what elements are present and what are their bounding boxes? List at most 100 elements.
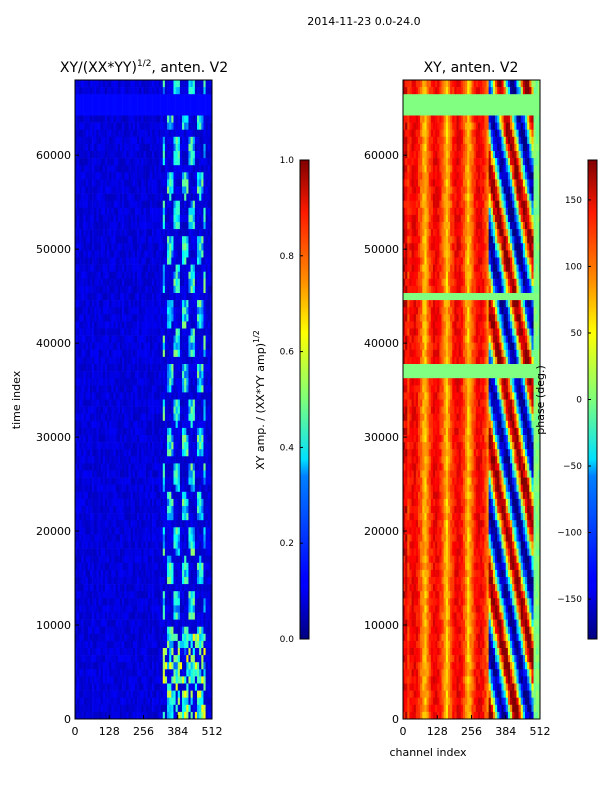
heatmap-cell <box>188 612 191 620</box>
heatmap-cell <box>179 569 183 578</box>
heatmap-cell <box>81 591 84 599</box>
heatmap-cell <box>147 626 151 635</box>
heatmap-cell <box>167 328 170 336</box>
heatmap-cell <box>177 172 181 180</box>
heatmap-cell <box>190 498 194 507</box>
heatmap-cell <box>117 449 121 457</box>
heatmap-cell <box>128 598 131 606</box>
heatmap-cell <box>132 172 136 180</box>
heatmap-cell <box>126 605 129 613</box>
heatmap-cell <box>171 371 174 379</box>
heatmap-cell <box>164 534 168 542</box>
heatmap-cell <box>182 534 185 542</box>
heatmap-cell <box>124 534 127 542</box>
heatmap-cell <box>109 151 112 159</box>
heatmap-cell <box>87 335 91 343</box>
heatmap-cell <box>85 356 89 365</box>
heatmap-cell <box>179 200 183 209</box>
heatmap-cell <box>98 151 101 159</box>
heatmap-cell <box>137 285 140 294</box>
heatmap-cell <box>94 392 97 400</box>
heatmap-cell <box>94 335 97 343</box>
heatmap-cell <box>107 122 110 130</box>
heatmap-cell <box>104 342 108 351</box>
heatmap-cell <box>152 94 155 102</box>
heatmap-cell <box>143 193 146 201</box>
heatmap-cell <box>104 229 108 237</box>
heatmap-cell <box>132 484 136 493</box>
heatmap-cell <box>94 342 97 351</box>
heatmap-cell <box>141 236 144 244</box>
heatmap-cell <box>186 584 189 592</box>
heatmap-cell <box>75 513 78 521</box>
heatmap-cell <box>137 236 140 244</box>
heatmap-cell <box>167 271 170 280</box>
heatmap-cell <box>124 385 127 393</box>
heatmap-cell <box>87 94 91 102</box>
heatmap-cell <box>119 250 123 258</box>
heatmap-cell <box>149 87 153 95</box>
heatmap-cell <box>143 307 146 315</box>
heatmap-cell <box>154 378 157 386</box>
heatmap-cell <box>98 435 101 443</box>
heatmap-cell <box>167 94 170 102</box>
heatmap-cell <box>137 172 140 180</box>
heatmap-cell <box>152 449 155 457</box>
heatmap-cell <box>192 427 196 436</box>
heatmap-cell <box>109 214 112 223</box>
heatmap-cell <box>156 200 159 209</box>
heatmap-cell <box>167 342 170 351</box>
heatmap-cell <box>158 349 161 358</box>
heatmap-cell <box>188 222 191 230</box>
heatmap-cell <box>98 122 101 130</box>
heatmap-cell <box>199 541 202 549</box>
heatmap-cell <box>171 264 174 272</box>
heatmap-cell <box>102 243 106 251</box>
heatmap-cell <box>119 179 123 187</box>
heatmap-cell <box>128 158 131 166</box>
heatmap-cell <box>96 94 99 102</box>
heatmap-cell <box>89 456 93 464</box>
heatmap-cell <box>134 605 138 613</box>
heatmap-cell <box>102 328 106 336</box>
heatmap-cell <box>119 619 123 627</box>
heatmap-cell <box>171 548 174 556</box>
heatmap-cell <box>164 285 168 294</box>
heatmap-cell <box>179 577 183 585</box>
heatmap-cell <box>205 356 209 365</box>
heatmap-cell <box>139 456 142 464</box>
heatmap-cell <box>182 378 185 386</box>
heatmap-cell <box>169 136 172 145</box>
heatmap-cell <box>149 342 153 351</box>
heatmap-cell <box>156 392 159 400</box>
heatmap-cell <box>167 562 170 571</box>
heatmap-cell <box>104 577 108 585</box>
heatmap-cell <box>141 278 144 287</box>
heatmap-cell <box>126 222 129 230</box>
heatmap-cell <box>154 364 157 372</box>
heatmap-cell <box>137 342 140 351</box>
heatmap-cell <box>139 548 142 556</box>
heatmap-cell <box>107 250 110 258</box>
heatmap-cell <box>188 285 191 294</box>
heatmap-cell <box>162 143 166 152</box>
heatmap-cell <box>188 243 191 251</box>
heatmap-cell <box>122 193 125 201</box>
heatmap-cell <box>205 179 209 187</box>
heatmap-cell <box>111 548 114 556</box>
heatmap-cell <box>98 236 101 244</box>
heatmap-cell <box>122 151 125 159</box>
heatmap-cell <box>134 108 138 116</box>
heatmap-cell <box>152 491 155 500</box>
heatmap-cell <box>75 598 78 606</box>
heatmap-cell <box>98 207 101 216</box>
heatmap-cell <box>209 300 212 308</box>
heatmap-cell <box>126 356 129 365</box>
heatmap-cell <box>160 314 164 322</box>
heatmap-cell <box>100 470 104 478</box>
heatmap-cell <box>199 285 202 294</box>
heatmap-cell <box>83 420 86 429</box>
heatmap-cell <box>130 456 134 464</box>
heatmap-cell <box>190 364 194 372</box>
heatmap-cell <box>175 285 179 294</box>
